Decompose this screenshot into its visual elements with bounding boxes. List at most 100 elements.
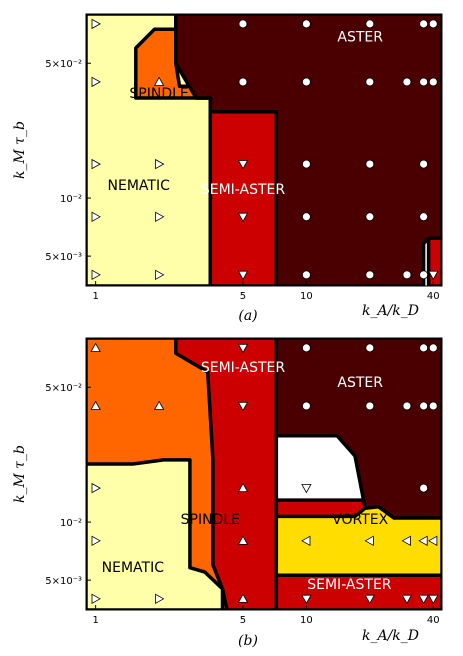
- marker-circle-aster-6: [402, 401, 412, 411]
- panel-b-x-ticks: 1 5 10 40: [92, 605, 440, 626]
- marker-triangle-up-spindle-3: [237, 482, 249, 493]
- region-semi-aster-3: [426, 236, 442, 286]
- marker-triangle-down-semi-aster-3: [401, 594, 413, 605]
- panel-a-y-ticks: 5×10⁻³ 10⁻² 5×10⁻²: [45, 59, 91, 263]
- marker-circle-aster-3: [428, 343, 438, 353]
- marker-circle-aster-11: [301, 159, 311, 169]
- region-label-semi-aster-2: SEMI-ASTER: [201, 360, 286, 376]
- marker-triangle-down-semi-aster-7: [237, 401, 249, 412]
- marker-triangle-right-nematic-7: [155, 269, 165, 280]
- region-label-nematic-0: NEMATIC: [108, 178, 171, 194]
- marker-triangle-up-spindle-4: [237, 535, 249, 545]
- panel-b-frame: [85, 337, 443, 611]
- marker-circle-aster-0: [301, 343, 311, 353]
- region-nematic-1: [86, 458, 225, 610]
- marker-triangle-up-spindle-0: [90, 342, 101, 352]
- y-tick-label: 5×10⁻³: [45, 576, 82, 587]
- marker-circle-aster-8: [428, 401, 438, 411]
- marker-triangle-up-spindle-5: [237, 593, 249, 603]
- marker-circle-aster-18: [365, 270, 375, 280]
- region-semi-aster-2: [208, 110, 279, 286]
- panel-b-y-ticks: 5×10⁻³ 10⁻² 5×10⁻²: [45, 383, 91, 587]
- marker-triangle-right-nematic-2: [91, 593, 101, 604]
- marker-triangle-right-nematic-2: [91, 158, 101, 170]
- marker-circle-aster-9: [419, 77, 429, 87]
- marker-circle-aster-1: [301, 19, 311, 29]
- marker-circle-aster-16: [419, 212, 429, 222]
- marker-circle-aster-12: [365, 159, 375, 169]
- marker-circle-aster-4: [428, 19, 438, 29]
- marker-triangle-right-nematic-1: [91, 535, 101, 546]
- x-tick-label: 10: [300, 615, 313, 626]
- marker-circle-aster-10: [428, 77, 438, 87]
- marker-circle-aster-19: [402, 270, 412, 280]
- marker-triangle-right-nematic-4: [91, 269, 101, 280]
- marker-triangle-right-nematic-0: [91, 18, 101, 30]
- marker-circle-aster-15: [365, 212, 375, 222]
- marker-triangle-right-nematic-5: [155, 158, 165, 170]
- marker-circle-aster-2: [419, 343, 429, 353]
- marker-circle-aster-3: [419, 19, 429, 29]
- x-tick-label: 5: [240, 291, 246, 302]
- marker-triangle-down-semi-aster-2: [364, 594, 375, 605]
- marker-triangle-right-nematic-6: [155, 211, 165, 222]
- marker-triangle-left-vortex-3: [418, 535, 428, 546]
- marker-circle-aster-2: [365, 19, 375, 29]
- panel-b-region-labels: SPINDLE NEMATIC SEMI-ASTER SEMI-ASTER ASTER V…: [102, 360, 392, 593]
- marker-circle-aster-0: [238, 19, 248, 29]
- marker-circle-aster-20: [419, 270, 429, 280]
- marker-triangle-right-nematic-3: [155, 593, 165, 604]
- region-label-spindle-1: SPINDLE: [129, 86, 188, 102]
- panel-b-x-axis-label: k_A/k_D: [362, 628, 419, 644]
- marker-triangle-down-semi-aster-1: [237, 212, 249, 223]
- panel-a-regions: [86, 14, 442, 286]
- panel-b-regions: [86, 338, 442, 610]
- x-tick-label: 40: [427, 291, 440, 302]
- marker-circle-aster-13: [419, 159, 429, 169]
- marker-circle-aster-7: [365, 77, 375, 87]
- marker-triangle-up-spindle-0: [153, 76, 165, 86]
- x-tick-label: 40: [427, 615, 440, 626]
- panel-a-label: (a): [238, 308, 257, 324]
- region-label-spindle-0: SPINDLE: [181, 512, 240, 528]
- panel-b-y-axis-label: k_M τ_b: [12, 445, 28, 503]
- x-tick-label: 1: [92, 615, 98, 626]
- panel-a-y-axis-label: k_M τ_b: [12, 121, 28, 179]
- marker-circle-aster-4: [301, 401, 311, 411]
- panel-a-region-labels: NEMATIC SPINDLE SEMI-ASTER ASTER: [108, 29, 384, 198]
- region-aster-4: [274, 338, 442, 520]
- marker-triangle-down-semi-aster-0: [301, 484, 312, 494]
- region-label-semi-aster-3: SEMI-ASTER: [307, 577, 392, 593]
- marker-triangle-up-spindle-2: [153, 400, 165, 410]
- panel-b-markers: [90, 342, 439, 605]
- panel-b: SPINDLE NEMATIC SEMI-ASTER SEMI-ASTER ASTER V…: [12, 337, 443, 649]
- x-tick-label: 10: [300, 291, 313, 302]
- marker-triangle-down-semi-aster-6: [237, 343, 249, 354]
- region-label-aster-4: ASTER: [337, 375, 383, 391]
- marker-triangle-down-semi-aster-0: [237, 160, 249, 170]
- marker-triangle-right-nematic-1: [91, 76, 101, 88]
- panel-a-x-axis-label: k_A/k_D: [362, 303, 419, 319]
- marker-circle-aster-8: [402, 77, 412, 87]
- marker-triangle-left-vortex-4: [427, 535, 438, 546]
- marker-triangle-left-vortex-1: [364, 535, 374, 546]
- marker-circle-aster-14: [301, 212, 311, 222]
- panel-a-x-ticks: 1 5 10 40: [92, 281, 440, 302]
- y-tick-label: 5×10⁻²: [45, 59, 82, 70]
- panel-a: NEMATIC SPINDLE SEMI-ASTER ASTER 1 5 10 40 5×1…: [12, 13, 443, 324]
- x-tick-label: 5: [240, 615, 246, 626]
- marker-circle-aster-7: [419, 401, 429, 411]
- marker-triangle-down-semi-aster-2: [237, 270, 249, 281]
- region-label-vortex-5: VORTEX: [332, 512, 388, 528]
- region-label-semi-aster-2: SEMI-ASTER: [201, 182, 286, 198]
- marker-triangle-down-semi-aster-5: [428, 594, 439, 605]
- marker-triangle-right-nematic-0: [91, 482, 101, 494]
- panel-a-markers: [91, 18, 439, 281]
- x-tick-label: 1: [92, 291, 98, 302]
- marker-circle-aster-17: [301, 270, 311, 280]
- marker-triangle-right-nematic-3: [91, 211, 101, 222]
- marker-circle-aster-5: [238, 77, 248, 87]
- marker-circle-aster-6: [301, 77, 311, 87]
- marker-circle-aster-5: [365, 401, 375, 411]
